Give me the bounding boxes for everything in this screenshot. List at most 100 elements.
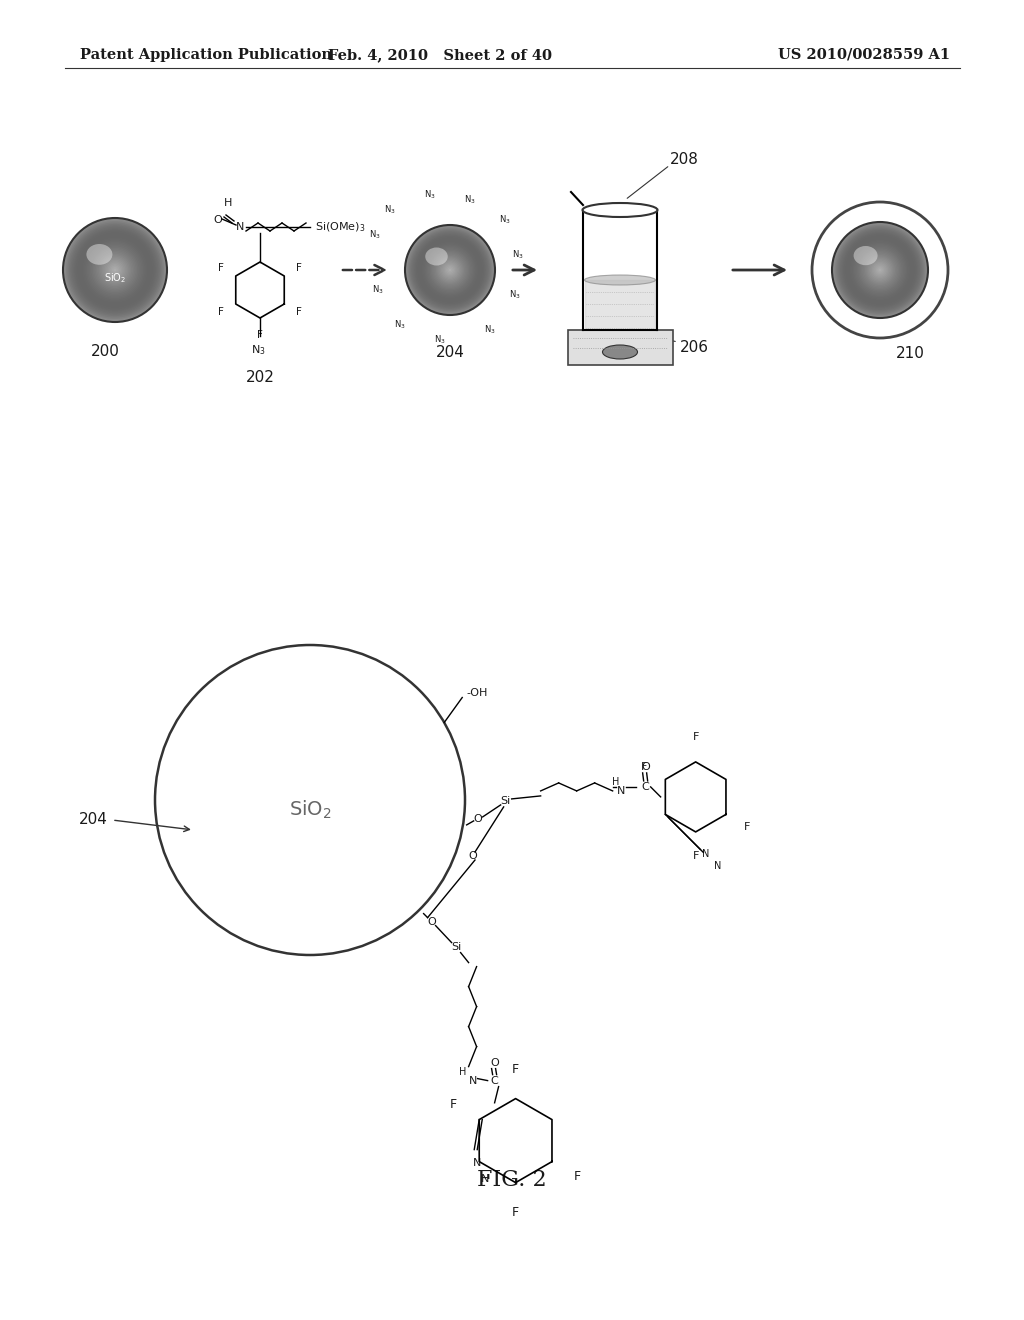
Circle shape xyxy=(853,243,907,297)
Circle shape xyxy=(407,226,494,314)
Circle shape xyxy=(835,224,926,315)
Circle shape xyxy=(423,243,477,297)
Circle shape xyxy=(78,232,153,308)
Text: N: N xyxy=(701,849,709,859)
Circle shape xyxy=(68,223,163,318)
Text: N$_3$: N$_3$ xyxy=(484,323,496,337)
Circle shape xyxy=(429,249,471,290)
Circle shape xyxy=(419,239,481,301)
Circle shape xyxy=(831,222,928,318)
Text: 202: 202 xyxy=(246,370,274,385)
Circle shape xyxy=(862,252,898,288)
Text: 206: 206 xyxy=(680,341,709,355)
Circle shape xyxy=(426,246,474,294)
Circle shape xyxy=(422,242,478,298)
Circle shape xyxy=(110,264,121,276)
Ellipse shape xyxy=(854,246,878,265)
Ellipse shape xyxy=(602,345,638,359)
Text: N: N xyxy=(236,222,244,232)
Circle shape xyxy=(101,256,128,284)
Text: C: C xyxy=(642,781,649,792)
Circle shape xyxy=(834,223,927,317)
Circle shape xyxy=(414,234,486,306)
Circle shape xyxy=(843,232,918,308)
Text: Feb. 4, 2010   Sheet 2 of 40: Feb. 4, 2010 Sheet 2 of 40 xyxy=(328,48,552,62)
Text: F: F xyxy=(218,308,224,317)
Circle shape xyxy=(408,227,493,313)
Circle shape xyxy=(439,260,460,280)
Text: F: F xyxy=(512,1205,519,1218)
Text: Si: Si xyxy=(501,796,511,807)
Circle shape xyxy=(441,261,459,279)
Circle shape xyxy=(85,240,144,300)
Text: O: O xyxy=(473,814,482,824)
Circle shape xyxy=(82,238,147,302)
Text: N$_3$: N$_3$ xyxy=(394,318,406,331)
Circle shape xyxy=(416,235,484,305)
Circle shape xyxy=(111,265,120,275)
Circle shape xyxy=(878,267,883,273)
Ellipse shape xyxy=(86,244,113,265)
Circle shape xyxy=(84,239,146,301)
Text: 208: 208 xyxy=(670,153,698,168)
Text: O: O xyxy=(490,1057,499,1068)
Ellipse shape xyxy=(425,248,447,265)
Text: N$_3$: N$_3$ xyxy=(372,284,384,296)
Text: F: F xyxy=(218,263,224,273)
Circle shape xyxy=(94,249,136,290)
Text: O: O xyxy=(427,916,436,927)
Circle shape xyxy=(65,219,166,321)
Circle shape xyxy=(838,227,923,313)
Text: FIG. 2: FIG. 2 xyxy=(477,1170,547,1191)
Text: N$_3$: N$_3$ xyxy=(464,194,476,206)
Circle shape xyxy=(95,251,134,289)
Circle shape xyxy=(100,255,130,285)
Circle shape xyxy=(846,236,914,305)
Text: F: F xyxy=(744,821,751,832)
Circle shape xyxy=(433,253,467,286)
Circle shape xyxy=(841,230,920,310)
Circle shape xyxy=(69,224,161,315)
Circle shape xyxy=(831,222,928,318)
Circle shape xyxy=(869,259,891,281)
Text: H: H xyxy=(612,777,620,787)
Circle shape xyxy=(438,259,462,281)
Circle shape xyxy=(432,252,468,288)
Circle shape xyxy=(863,253,896,286)
Circle shape xyxy=(424,244,476,296)
Text: O: O xyxy=(641,762,650,772)
Text: Patent Application Publication: Patent Application Publication xyxy=(80,48,332,62)
Text: N$_3$: N$_3$ xyxy=(424,189,436,201)
Circle shape xyxy=(413,232,487,308)
Circle shape xyxy=(103,259,127,282)
Text: N$_3$: N$_3$ xyxy=(509,289,521,301)
Text: -OH: -OH xyxy=(466,688,487,697)
Circle shape xyxy=(443,264,457,276)
Text: F: F xyxy=(296,308,302,317)
Circle shape xyxy=(91,247,139,294)
Circle shape xyxy=(79,235,151,306)
Text: N: N xyxy=(714,862,721,871)
Text: O: O xyxy=(214,215,222,224)
Text: US 2010/0028559 A1: US 2010/0028559 A1 xyxy=(778,48,950,62)
Text: O: O xyxy=(469,851,477,861)
Circle shape xyxy=(71,226,160,314)
Circle shape xyxy=(851,242,909,298)
Text: N: N xyxy=(616,785,625,796)
Text: 210: 210 xyxy=(896,346,925,360)
Text: $\mathrm{N}$: $\mathrm{N}$ xyxy=(472,1155,481,1168)
Text: $\mathrm{SiO_2}$: $\mathrm{SiO_2}$ xyxy=(103,271,126,285)
Circle shape xyxy=(837,226,924,314)
Circle shape xyxy=(74,228,157,312)
Circle shape xyxy=(87,242,143,298)
Text: F: F xyxy=(451,1098,458,1111)
Circle shape xyxy=(112,267,118,273)
Text: F: F xyxy=(641,762,647,772)
Text: F: F xyxy=(692,733,698,742)
Circle shape xyxy=(412,231,488,309)
Text: C: C xyxy=(490,1076,499,1085)
Text: $\mathrm{N}$: $\mathrm{N}$ xyxy=(479,1172,488,1184)
Circle shape xyxy=(155,645,465,954)
Text: H: H xyxy=(459,1067,466,1077)
Circle shape xyxy=(447,268,453,272)
